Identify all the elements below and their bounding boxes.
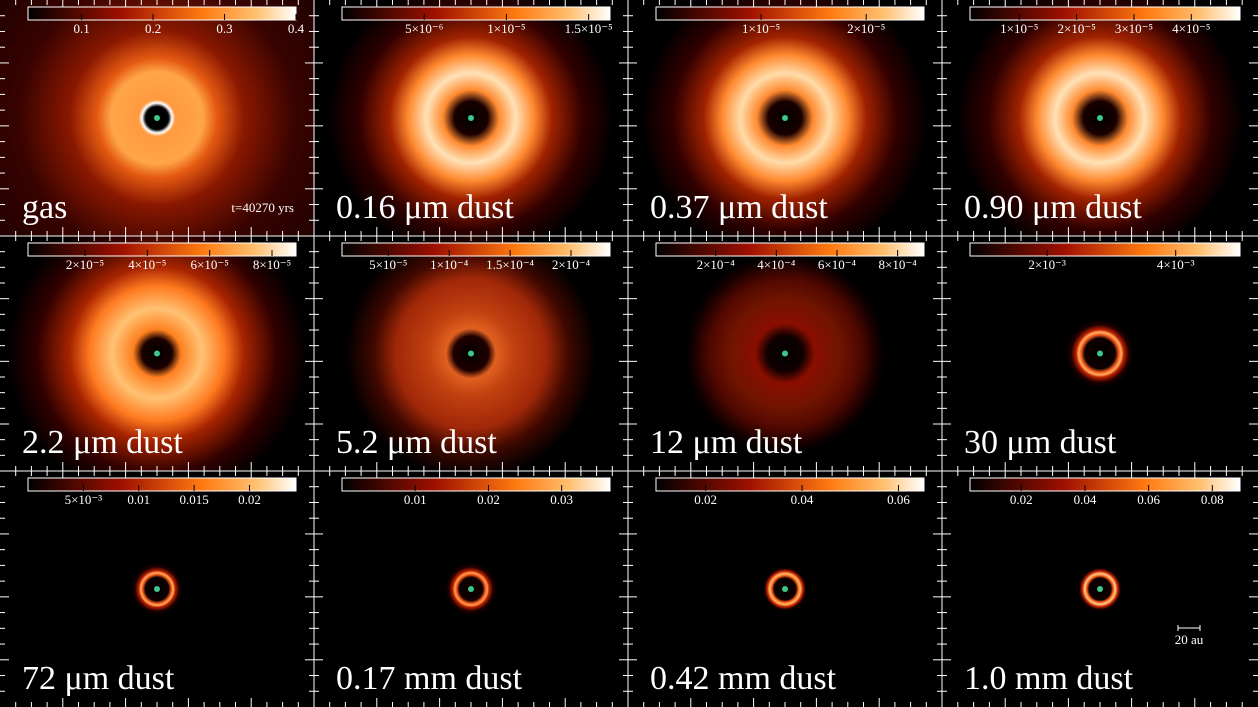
colorbar-tick-label: 0.02 — [477, 492, 500, 507]
colorbar-tick-label: 0.04 — [1074, 492, 1097, 507]
colorbar-tick-label: 4×10⁻⁴ — [757, 257, 796, 272]
scale-bar-label: 20 au — [1175, 632, 1204, 647]
panel: 5×10⁻⁶ 1×10⁻⁵ 1.5×10⁻⁵ 0.16 μm dust — [314, 0, 628, 236]
colorbar-tick-label: 6×10⁻⁴ — [818, 257, 857, 272]
colorbar-tick-label: 6×10⁻⁵ — [191, 257, 229, 272]
colorbar-tick-label: 3×10⁻⁵ — [1115, 21, 1153, 36]
panel: 1×10⁻⁵ 2×10⁻⁵ 3×10⁻⁵ 4×10⁻⁵ 0.90 μm dust — [942, 0, 1258, 236]
star — [468, 350, 474, 357]
star — [782, 115, 788, 121]
colorbar-tick-label: 0.04 — [791, 492, 814, 507]
colorbar-tick-label: 0.015 — [179, 492, 208, 507]
colorbar-tick-label: 2×10⁻⁵ — [66, 257, 104, 272]
star — [468, 115, 474, 121]
panel: 2×10⁻⁴ 4×10⁻⁴ 6×10⁻⁴ 8×10⁻⁴ 12 μm dust — [628, 236, 942, 471]
colorbar-tick-label: 8×10⁻⁵ — [253, 257, 291, 272]
colorbar-tick-label: 1×10⁻⁵ — [742, 21, 780, 36]
colorbar-tick-label: 0.06 — [887, 492, 910, 507]
colorbar-tick-label: 1×10⁻⁵ — [1000, 21, 1038, 36]
colorbar-tick-label: 0.02 — [1010, 492, 1033, 507]
colorbar-tick-label: 2×10⁻⁵ — [1058, 21, 1096, 36]
colorbar-tick-label: 0.01 — [127, 492, 150, 507]
panel: 5×10⁻³ 0.01 0.015 0.02 72 μm dust — [0, 471, 314, 707]
colorbar-tick-label: 0.02 — [694, 492, 717, 507]
colorbar — [27, 6, 297, 21]
panel: 0.1 0.2 0.3 0.4 gas t=40270 yrs — [0, 0, 314, 236]
panel-label: 0.16 μm dust — [336, 189, 514, 226]
colorbar-tick-label: 1×10⁻⁵ — [487, 21, 525, 36]
colorbar — [969, 6, 1241, 21]
panel: 5×10⁻⁵ 1×10⁻⁴ 1.5×10⁻⁴ 2×10⁻⁴ 5.2 μm dust — [314, 236, 628, 471]
colorbar-tick-label: 1.5×10⁻⁴ — [486, 257, 534, 272]
scale-bar — [1177, 625, 1201, 631]
panel: 2×10⁻⁵ 4×10⁻⁵ 6×10⁻⁵ 8×10⁻⁵ 2.2 μm dust — [0, 236, 314, 471]
star — [1097, 586, 1103, 592]
colorbar-tick-label: 4×10⁻³ — [1157, 257, 1195, 272]
panel-label: 5.2 μm dust — [336, 424, 497, 461]
colorbar — [655, 242, 925, 257]
colorbar-tick-label: 2×10⁻³ — [1028, 257, 1066, 272]
panel-label: 30 μm dust — [964, 424, 1117, 461]
colorbar — [341, 477, 611, 492]
colorbar-tick-label: 1.5×10⁻⁵ — [565, 21, 613, 36]
panel: 0.02 0.04 0.06 0.42 mm dust — [628, 471, 942, 707]
panel-label: 0.42 mm dust — [650, 660, 837, 697]
star — [154, 115, 160, 121]
star — [782, 586, 788, 592]
colorbar-tick-label: 5×10⁻⁶ — [405, 21, 443, 36]
colorbar-tick-label: 2×10⁻⁵ — [847, 21, 885, 36]
star — [1097, 350, 1103, 357]
colorbar-tick-label: 0.06 — [1137, 492, 1160, 507]
panel-label: gas — [22, 189, 67, 226]
colorbar-tick-label: 1×10⁻⁴ — [430, 257, 469, 272]
panel-label: 0.17 mm dust — [336, 660, 523, 697]
colorbar-tick-label: 4×10⁻⁵ — [1172, 21, 1210, 36]
colorbar-tick-label: 0.4 — [288, 21, 305, 36]
colorbar — [27, 477, 297, 492]
panel: 0.02 0.04 0.06 0.08 1.0 mm dust 20 au — [942, 471, 1258, 707]
colorbar — [27, 242, 297, 257]
colorbar-tick-label: 4×10⁻⁵ — [128, 257, 166, 272]
panel-label: 12 μm dust — [650, 424, 803, 461]
panel: 2×10⁻³ 4×10⁻³ 30 μm dust — [942, 236, 1258, 471]
star — [468, 586, 474, 592]
colorbar — [341, 242, 611, 257]
panel: 1×10⁻⁵ 2×10⁻⁵ 0.37 μm dust — [628, 0, 942, 236]
colorbar-tick-label: 0.03 — [550, 492, 573, 507]
panel-label: 1.0 mm dust — [964, 660, 1134, 697]
panel-label: 0.90 μm dust — [964, 189, 1142, 226]
star — [1097, 115, 1103, 121]
panel-label: 0.37 μm dust — [650, 189, 828, 226]
colorbar-tick-label: 0.01 — [404, 492, 427, 507]
colorbar-tick-label: 0.08 — [1201, 492, 1224, 507]
colorbar — [655, 477, 925, 492]
colorbar-tick-label: 0.2 — [145, 21, 161, 36]
colorbar-tick-label: 2×10⁻⁴ — [552, 257, 591, 272]
colorbar-tick-label: 0.02 — [238, 492, 261, 507]
colorbar-tick-label: 5×10⁻⁵ — [369, 257, 407, 272]
star — [154, 350, 160, 357]
colorbar-tick-label: 8×10⁻⁴ — [879, 257, 918, 272]
colorbar — [655, 6, 925, 21]
colorbar-tick-label: 0.3 — [216, 21, 232, 36]
colorbar-tick-label: 0.1 — [73, 21, 89, 36]
time-label: t=40270 yrs — [231, 200, 294, 215]
star — [154, 586, 160, 592]
colorbar-tick-label: 5×10⁻³ — [65, 492, 103, 507]
colorbar — [341, 6, 611, 21]
panel-label: 2.2 μm dust — [22, 424, 183, 461]
colorbar — [969, 242, 1241, 257]
panel: 0.01 0.02 0.03 0.17 mm dust — [314, 471, 628, 707]
colorbar-tick-label: 2×10⁻⁴ — [697, 257, 736, 272]
panel-label: 72 μm dust — [22, 660, 175, 697]
colorbar — [969, 477, 1241, 492]
star — [782, 350, 788, 357]
